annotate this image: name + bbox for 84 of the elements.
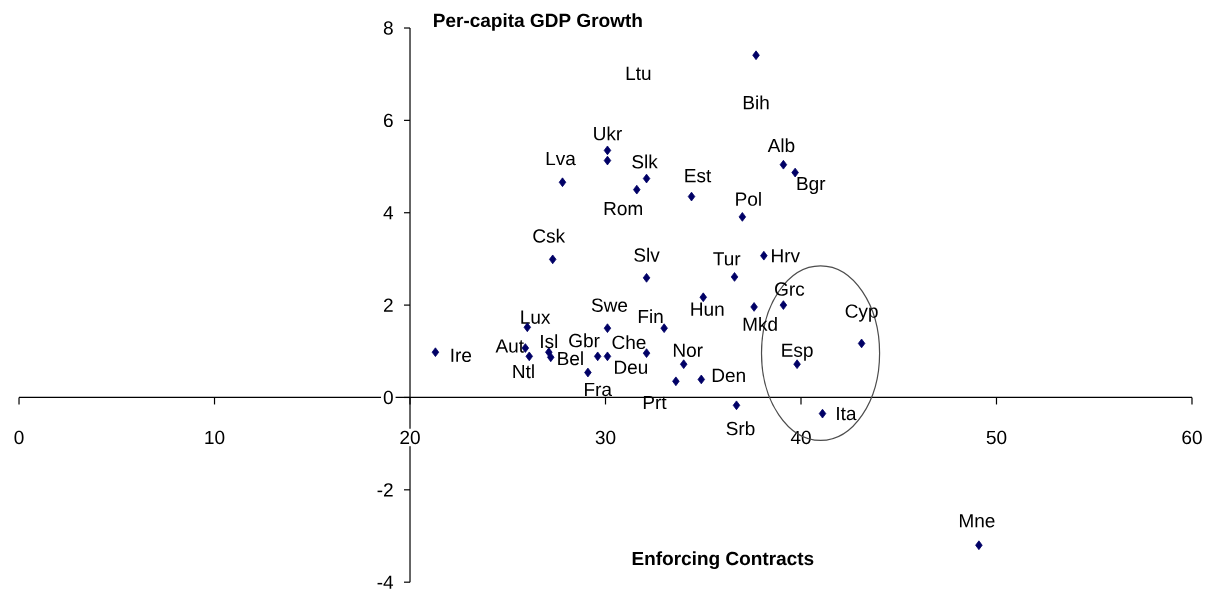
annotation: Esp — [782, 343, 813, 361]
annotation: Mne — [959, 514, 995, 528]
point — [660, 323, 668, 333]
point — [697, 374, 705, 385]
annotation: Ita — [837, 406, 857, 421]
x-tick-label: 60 — [1182, 430, 1202, 445]
annotation: Tur — [713, 252, 741, 266]
annotation: Bgr — [797, 176, 826, 194]
y-tick-label: 2 — [383, 298, 393, 312]
annotation: Swe — [591, 298, 628, 312]
point — [593, 351, 602, 362]
y-tick-label: 8 — [383, 21, 393, 35]
point — [547, 352, 555, 362]
point — [525, 351, 533, 362]
y-tick-label: 4 — [383, 206, 394, 220]
x-tick-label: 30 — [595, 430, 616, 445]
point — [760, 250, 768, 261]
annotation: Cyp — [845, 304, 878, 322]
point — [642, 173, 651, 184]
annotation: Lva — [546, 151, 576, 166]
annotation: Isl — [541, 334, 558, 349]
annotation: Alb — [767, 138, 795, 153]
annotation: Ukr — [594, 126, 622, 141]
annotation: Ltu — [626, 66, 651, 80]
point — [603, 323, 612, 333]
annotation: Srb — [726, 421, 755, 436]
x-tick-label: 40 — [790, 430, 811, 445]
x-tick-label: 50 — [986, 430, 1007, 445]
point — [584, 367, 592, 378]
point — [975, 540, 983, 550]
annotation: Rom — [604, 201, 642, 216]
annotation: Ire — [451, 348, 472, 362]
y-tick-label: 0 — [383, 390, 393, 405]
point — [603, 155, 612, 166]
annotation: Bih — [743, 95, 769, 110]
point — [642, 348, 651, 358]
x-tick-label: 0 — [14, 430, 24, 445]
point — [687, 191, 696, 202]
point — [558, 177, 567, 187]
point — [791, 167, 799, 178]
annotation: Est — [685, 169, 712, 183]
annotation: Fra — [585, 382, 612, 397]
annotation: Csk — [533, 228, 566, 243]
point — [699, 292, 707, 302]
annotation: Fin — [638, 309, 663, 323]
x-tick-label: 10 — [205, 430, 225, 445]
annotation: Ntl — [513, 364, 534, 379]
point — [818, 408, 827, 419]
y-tick-label: -4 — [377, 575, 394, 589]
annotation: Hrv — [772, 249, 800, 263]
point — [732, 400, 741, 411]
annotation: Bel — [558, 351, 583, 366]
annotation: Gbr — [569, 333, 600, 348]
annotation: Deu — [615, 360, 648, 374]
annotation: Slv — [634, 247, 660, 262]
y-tick-label: 6 — [384, 113, 393, 128]
annotation: Nor — [673, 343, 703, 357]
point — [549, 254, 557, 265]
point — [857, 338, 866, 349]
point — [680, 359, 688, 369]
annotation: Hun — [691, 302, 724, 316]
point — [672, 376, 680, 386]
point — [738, 212, 747, 222]
annotation: Mkd — [743, 316, 777, 331]
point — [633, 184, 641, 195]
point — [779, 159, 788, 170]
y-axis-title: Per-capita GDP Growth — [434, 13, 642, 31]
x-tick-label: 20 — [400, 430, 420, 445]
annotation: Den — [712, 368, 745, 382]
annotation: Lux — [521, 310, 551, 324]
y-tick-label: -2 — [377, 483, 393, 497]
point — [603, 351, 612, 362]
point — [431, 347, 440, 357]
point — [642, 272, 651, 283]
annotation: Aut — [495, 339, 524, 353]
point — [779, 300, 788, 310]
point — [750, 302, 758, 312]
point — [752, 50, 760, 60]
x-axis-title: Enforcing Contracts — [632, 551, 814, 569]
annotation: Pol — [736, 191, 761, 206]
annotation: Che — [612, 335, 646, 350]
point — [603, 145, 612, 156]
point — [730, 272, 739, 282]
annotation: Slk — [632, 154, 658, 169]
